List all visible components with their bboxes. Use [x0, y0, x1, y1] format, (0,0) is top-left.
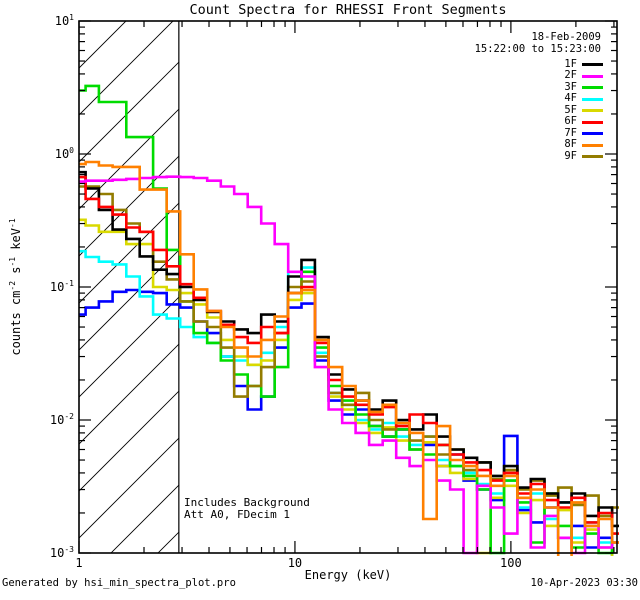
legend-swatch-4F [582, 97, 603, 101]
legend-swatch-3F [582, 86, 603, 89]
y-tick-label-10e1: 101 [54, 13, 74, 28]
legend-swatch-9F [582, 155, 603, 158]
y-tick-label-10e-3: 10-3 [49, 545, 74, 560]
legend-label-6F: 6F [564, 115, 577, 127]
footer-left: Generated by hsi_min_spectra_plot.pro [2, 577, 236, 589]
annotation-1: Includes Background [184, 496, 310, 509]
legend-swatch-1F [582, 63, 603, 66]
chart-title: Count Spectra for RHESSI Front Segments [189, 2, 507, 18]
legend-label-3F: 3F [564, 80, 577, 93]
legend-swatch-6F [582, 120, 603, 124]
legend-label-8F: 8F [564, 138, 577, 150]
y-axis-label: counts cm-2 s-1 keV-1 [8, 218, 23, 356]
curves [79, 84, 619, 556]
legend-label-9F: 9F [564, 149, 577, 162]
legend-label-1F: 1F [564, 57, 577, 70]
series-8F [79, 160, 619, 556]
x-tick-label-1: 1 [75, 556, 83, 570]
footer-right: 10-Apr-2023 03:30 [530, 577, 638, 589]
legend-swatch-8F [582, 143, 603, 147]
series-9F [79, 185, 619, 518]
series-2F [79, 175, 619, 555]
annotation-2: Att A0, FDecim 1 [184, 507, 290, 521]
legend-label-5F: 5F [564, 103, 577, 116]
legend-label-4F: 4F [564, 92, 577, 104]
x-tick-label-100: 100 [500, 556, 522, 570]
y-tick-label-10e-2: 10-2 [49, 412, 74, 427]
legend-swatch-7F [582, 132, 603, 135]
legend-date: 18-Feb-2009 [531, 31, 601, 43]
legend-swatch-2F [582, 74, 603, 78]
y-tick-label-10e-1: 10-1 [49, 279, 74, 294]
legend-label-7F: 7F [564, 126, 577, 139]
legend-swatch-5F [582, 109, 603, 112]
legend-time: 15:22:00 to 15:23:00 [474, 43, 601, 55]
series-1F [79, 170, 619, 528]
x-tick-label-10: 10 [287, 556, 303, 570]
legend-label-2F: 2F [564, 69, 577, 81]
y-tick-label-10e0: 100 [54, 146, 74, 161]
hatched-region [79, 21, 179, 553]
x-axis-label: Energy (keV) [304, 568, 392, 582]
